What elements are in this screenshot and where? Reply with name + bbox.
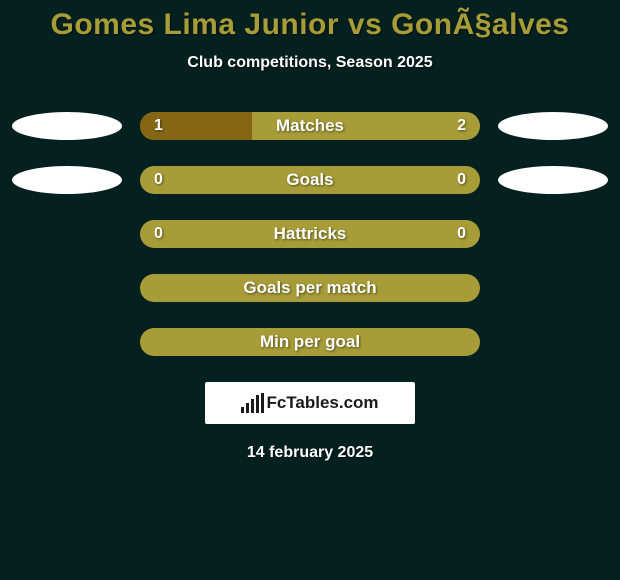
stat-row: Goals per match [0,274,620,302]
stat-row: Min per goal [0,328,620,356]
stat-row: 12Matches [0,112,620,140]
subtitle: Club competitions, Season 2025 [0,54,620,72]
stat-bar: 00Hattricks [140,220,480,248]
left-team-marker [12,112,122,140]
stat-rows: 12Matches 00Goals 00Hattricks Goals per mat… [0,112,620,356]
page-title: Gomes Lima Junior vs GonÃ§alves [0,8,620,42]
stat-label: Goals [140,166,480,194]
logo-bars-icon [241,393,264,413]
right-team-marker [498,112,608,140]
comparison-infographic: Gomes Lima Junior vs GonÃ§alves Club com… [0,0,620,462]
stat-label: Matches [140,112,480,140]
stat-row: 00Hattricks [0,220,620,248]
date-label: 14 february 2025 [0,444,620,462]
stat-row: 00Goals [0,166,620,194]
logo-text: FcTables.com [266,393,378,413]
stat-label: Hattricks [140,220,480,248]
stat-label: Goals per match [140,274,480,302]
stat-bar: Goals per match [140,274,480,302]
stat-bar: 12Matches [140,112,480,140]
left-team-marker [12,166,122,194]
stat-bar: 00Goals [140,166,480,194]
stat-bar: Min per goal [140,328,480,356]
right-team-marker [498,166,608,194]
fctables-logo: FcTables.com [205,382,415,424]
stat-label: Min per goal [140,328,480,356]
